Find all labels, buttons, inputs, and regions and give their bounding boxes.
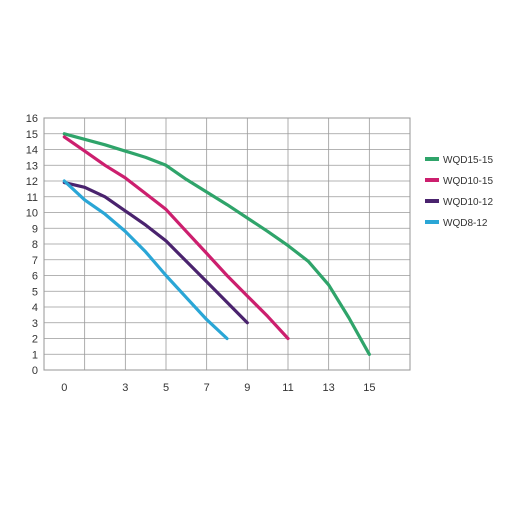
y-tick-label: 10 [26, 208, 38, 220]
legend-label: WQD15-15 [443, 155, 493, 166]
y-tick-label: 16 [26, 113, 38, 125]
legend-label: WQD8-12 [443, 218, 488, 229]
x-tick-label: 11 [282, 382, 293, 394]
y-tick-label: 8 [32, 239, 38, 251]
x-tick-label: 0 [61, 382, 67, 394]
y-tick-label: 11 [27, 192, 38, 204]
y-tick-label: 2 [32, 334, 38, 346]
y-tick-label: 4 [32, 302, 38, 314]
chart-series [62, 132, 371, 356]
y-tick-label: 6 [32, 271, 38, 283]
y-tick-label: 14 [26, 145, 38, 157]
y-tick-label: 9 [32, 223, 38, 235]
x-tick-label: 9 [244, 382, 250, 394]
x-tick-label: 5 [163, 382, 169, 394]
y-tick-label: 12 [26, 176, 38, 188]
legend-label: WQD10-15 [443, 176, 493, 187]
y-tick-label: 3 [32, 318, 38, 330]
y-tick-label: 0 [32, 365, 38, 377]
x-tick-label: 7 [204, 382, 210, 394]
x-axis: 0 3 5 7 9 11 13 15 [61, 382, 375, 394]
series-line-wqd10-15 [62, 135, 290, 341]
x-tick-label: 15 [363, 382, 375, 394]
y-tick-label: 7 [32, 255, 38, 267]
x-tick-label: 3 [122, 382, 128, 394]
series-line-wqd8-12 [62, 179, 229, 341]
x-tick-label: 13 [323, 382, 335, 394]
y-tick-label: 5 [32, 286, 38, 298]
legend-label: WQD10-12 [443, 197, 493, 208]
y-tick-label: 1 [32, 349, 38, 361]
chart-grid [43, 117, 411, 371]
series-line-wqd15-15 [62, 132, 371, 356]
series-line-wqd10-12 [62, 181, 249, 325]
y-tick-label: 15 [26, 129, 38, 141]
chart-legend: WQD15-15 WQD10-15 WQD10-12 WQD8-12 [425, 155, 493, 229]
y-tick-label: 13 [26, 160, 38, 172]
